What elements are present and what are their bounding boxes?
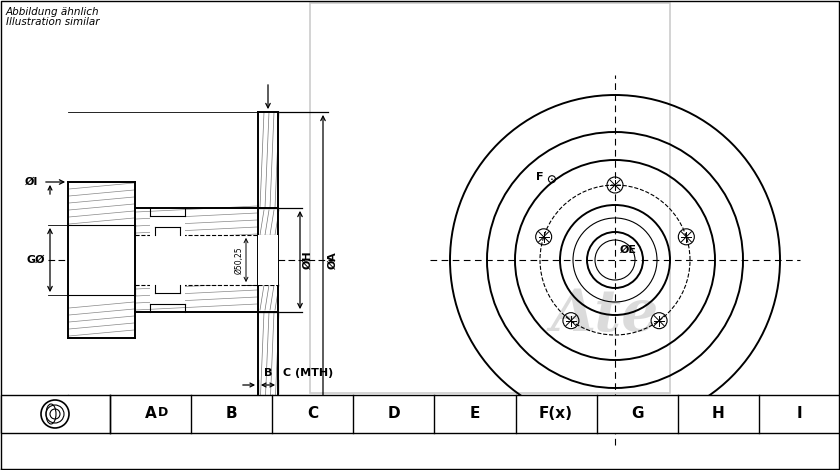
Text: B: B [226, 407, 238, 422]
Bar [135, 235, 258, 285]
Text: F: F [537, 172, 544, 182]
Bar [258, 235, 278, 285]
Text: I: I [796, 407, 802, 422]
Text: C: C [307, 407, 318, 422]
Bar [1, 395, 839, 433]
Text: A: A [144, 407, 156, 422]
Bar [68, 225, 135, 295]
Text: ØI: ØI [24, 177, 38, 187]
Text: Abbildung ähnlich: Abbildung ähnlich [6, 7, 100, 17]
Text: H: H [712, 407, 725, 422]
Text: Ate: Ate [551, 287, 659, 343]
Text: E: E [470, 407, 480, 422]
Circle shape [551, 179, 553, 180]
Bar [310, 3, 670, 393]
Text: C (MTH): C (MTH) [283, 368, 333, 378]
Text: D: D [158, 406, 168, 419]
Text: ØH: ØH [303, 251, 313, 269]
Text: F(x): F(x) [539, 407, 573, 422]
Text: D: D [387, 407, 400, 422]
Text: B: B [264, 368, 272, 378]
Text: G: G [631, 407, 643, 422]
Text: ØE: ØE [620, 245, 637, 255]
Text: GØ: GØ [27, 255, 45, 265]
Text: Illustration similar: Illustration similar [6, 17, 99, 27]
Text: Ø50,25: Ø50,25 [235, 246, 244, 274]
Bar [150, 216, 185, 304]
Text: ØA: ØA [328, 251, 338, 269]
